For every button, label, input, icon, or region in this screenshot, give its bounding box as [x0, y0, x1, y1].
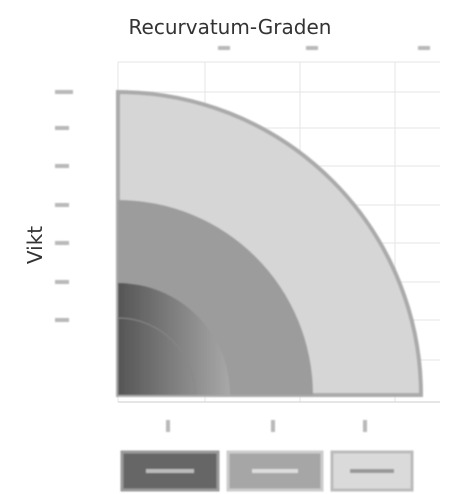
tick-placeholders [55, 46, 430, 432]
inner-ring [117, 317, 196, 396]
inner-zone [118, 283, 230, 395]
legend [120, 450, 414, 492]
y-axis-label: Vikt [23, 226, 47, 264]
arcs [116, 89, 424, 397]
title: Recurvatum-Graden [129, 15, 332, 39]
